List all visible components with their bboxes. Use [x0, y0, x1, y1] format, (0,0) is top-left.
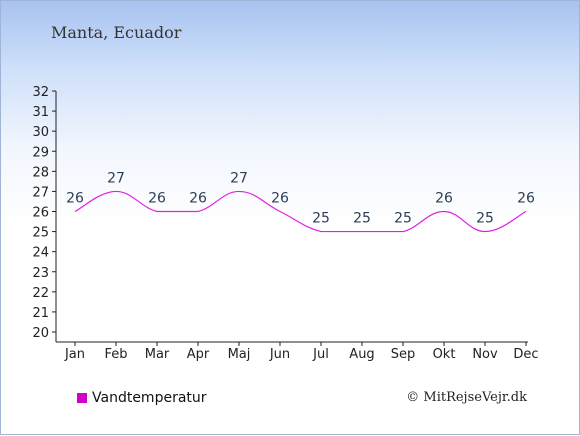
y-ticks: 20 21 22 23 24 25 26 27 28 29 30 31 32 — [32, 85, 56, 341]
data-label: 25 — [353, 211, 371, 227]
data-label: 25 — [312, 211, 330, 227]
legend: Vandtemperatur — [77, 390, 207, 406]
legend-label: Vandtemperatur — [92, 390, 207, 406]
data-label: 26 — [148, 191, 166, 207]
x-tick-label: Jul — [312, 347, 329, 362]
x-tick-label: Aug — [349, 347, 374, 362]
x-tick-label: Maj — [228, 347, 251, 362]
data-labels: 26 27 26 26 27 26 25 25 25 26 25 26 — [66, 170, 535, 226]
y-tick-label: 27 — [32, 185, 49, 200]
x-tick-label: Mar — [145, 347, 170, 362]
data-label: 26 — [271, 191, 289, 207]
x-tick-label: Okt — [433, 347, 456, 362]
x-tick-label: Apr — [187, 347, 210, 362]
y-tick-label: 29 — [32, 145, 49, 160]
y-tick-label: 22 — [32, 286, 49, 301]
data-label: 25 — [476, 211, 494, 227]
chart-title: Manta, Ecuador — [51, 23, 182, 42]
y-tick-label: 31 — [32, 105, 49, 120]
x-tick-label: Dec — [513, 347, 538, 362]
y-tick-label: 32 — [32, 85, 49, 100]
y-tick-label: 24 — [32, 246, 49, 261]
data-label: 26 — [517, 191, 535, 207]
x-tick-label: Jan — [64, 347, 85, 362]
data-label: 25 — [394, 211, 412, 227]
copyright-text: © MitRejseVejr.dk — [406, 390, 527, 405]
series-line-vandtemperatur — [74, 190, 527, 233]
y-tick-label: 23 — [32, 266, 49, 281]
data-label: 26 — [66, 191, 84, 207]
x-tick-label: Sep — [391, 347, 416, 362]
y-tick-label: 21 — [32, 306, 49, 321]
x-tick-label: Nov — [472, 347, 498, 362]
y-tick-label: 25 — [32, 226, 49, 241]
x-tick-label: Jun — [269, 347, 290, 362]
y-tick-label: 28 — [32, 165, 49, 180]
y-tick-label: 20 — [32, 326, 49, 341]
data-label: 26 — [435, 191, 453, 207]
data-label: 27 — [230, 170, 248, 186]
x-ticks: Jan Feb Mar Apr Maj Jun Jul Aug Sep Okt Nov Dec — [64, 342, 539, 362]
x-tick-label: Feb — [104, 347, 127, 362]
data-label: 27 — [107, 170, 125, 186]
legend-swatch — [77, 393, 87, 403]
y-tick-label: 26 — [32, 206, 49, 221]
data-label: 26 — [189, 191, 207, 207]
y-tick-label: 30 — [32, 125, 49, 140]
